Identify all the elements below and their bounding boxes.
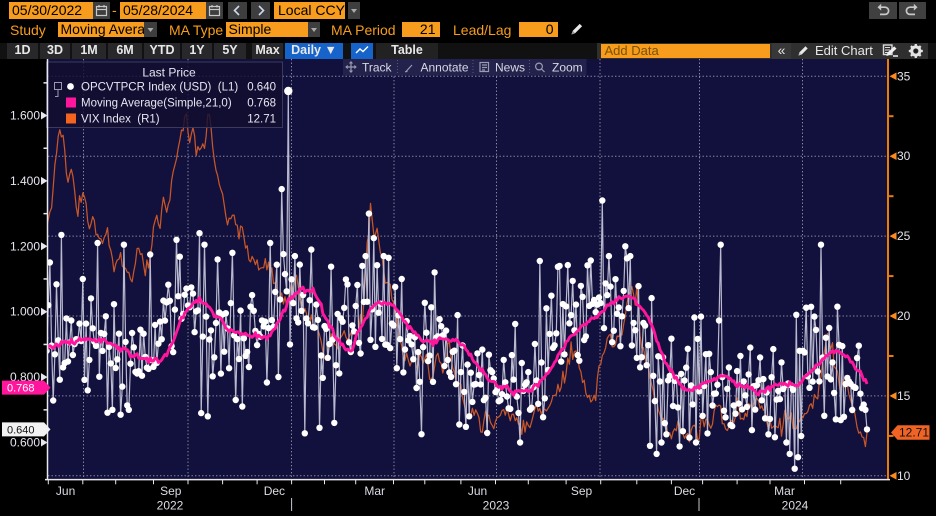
svg-text:0.640: 0.640 — [7, 424, 35, 436]
svg-text:0.768: 0.768 — [7, 383, 35, 395]
svg-text:Sep: Sep — [571, 484, 593, 498]
svg-text:10: 10 — [897, 469, 911, 483]
svg-text:Jun: Jun — [56, 484, 75, 498]
svg-text:2024: 2024 — [782, 499, 809, 513]
svg-text:12.71: 12.71 — [899, 426, 929, 440]
svg-text:Sep: Sep — [160, 484, 182, 498]
svg-text:2023: 2023 — [483, 499, 510, 513]
svg-text:Annotate: Annotate — [421, 61, 469, 75]
svg-text:35: 35 — [897, 69, 911, 83]
svg-text:15: 15 — [897, 389, 911, 403]
svg-text:Dec: Dec — [264, 484, 285, 498]
svg-text:Track: Track — [362, 61, 393, 75]
svg-text:1.000: 1.000 — [10, 305, 40, 319]
svg-text:VIX Index (R1): VIX Index (R1) — [81, 114, 160, 126]
svg-text:Zoom: Zoom — [552, 61, 583, 75]
svg-text:Last Price: Last Price — [142, 66, 196, 80]
svg-text:Mar: Mar — [364, 484, 385, 498]
svg-text:Jun: Jun — [468, 484, 487, 498]
svg-text:News: News — [495, 61, 525, 75]
svg-text:1.600: 1.600 — [10, 109, 40, 123]
svg-text:1.200: 1.200 — [10, 239, 40, 253]
svg-text:0.600: 0.600 — [10, 436, 40, 450]
svg-text:OPCVTPCR Index (USD) (L1): OPCVTPCR Index (USD) (L1) — [81, 82, 238, 94]
svg-text:25: 25 — [897, 229, 911, 243]
svg-text:0.640: 0.640 — [247, 82, 276, 94]
svg-text:Moving Average(Simple,21,0): Moving Average(Simple,21,0) — [81, 98, 232, 110]
svg-text:12.71: 12.71 — [247, 114, 276, 126]
svg-text:2022: 2022 — [157, 499, 184, 513]
svg-text:1.400: 1.400 — [10, 174, 40, 188]
svg-text:Dec: Dec — [674, 484, 695, 498]
svg-text:20: 20 — [897, 309, 911, 323]
svg-text:0.768: 0.768 — [247, 98, 276, 110]
svg-text:Mar: Mar — [774, 484, 795, 498]
svg-text:30: 30 — [897, 149, 911, 163]
